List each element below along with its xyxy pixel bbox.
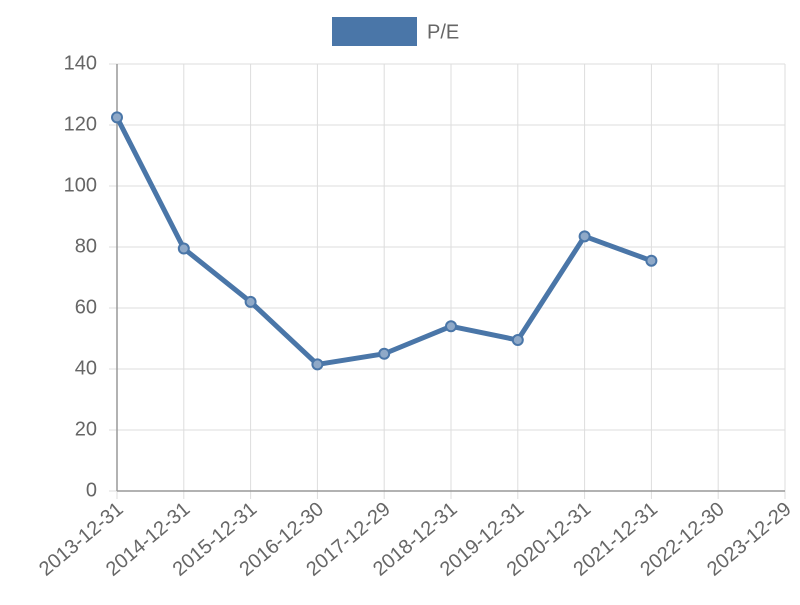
point <box>177 242 190 255</box>
y-tick-label: 120 <box>64 113 97 135</box>
y-tick-label: 100 <box>64 174 97 196</box>
y-tick-label: 40 <box>75 357 97 379</box>
point <box>378 347 391 360</box>
y-tick-label: 60 <box>75 296 97 318</box>
point <box>511 334 524 347</box>
y-tick-label: 80 <box>75 235 97 257</box>
y-tick-label: 140 <box>64 52 97 74</box>
legend-label: P/E <box>427 21 459 43</box>
point <box>645 254 658 267</box>
point <box>311 358 324 371</box>
point <box>578 230 591 243</box>
legend-swatch <box>332 17 417 46</box>
point <box>445 320 457 333</box>
y-tick-label: 0 <box>86 479 97 501</box>
point <box>244 295 257 308</box>
point <box>111 111 123 124</box>
y-tick-label: 20 <box>75 418 97 440</box>
